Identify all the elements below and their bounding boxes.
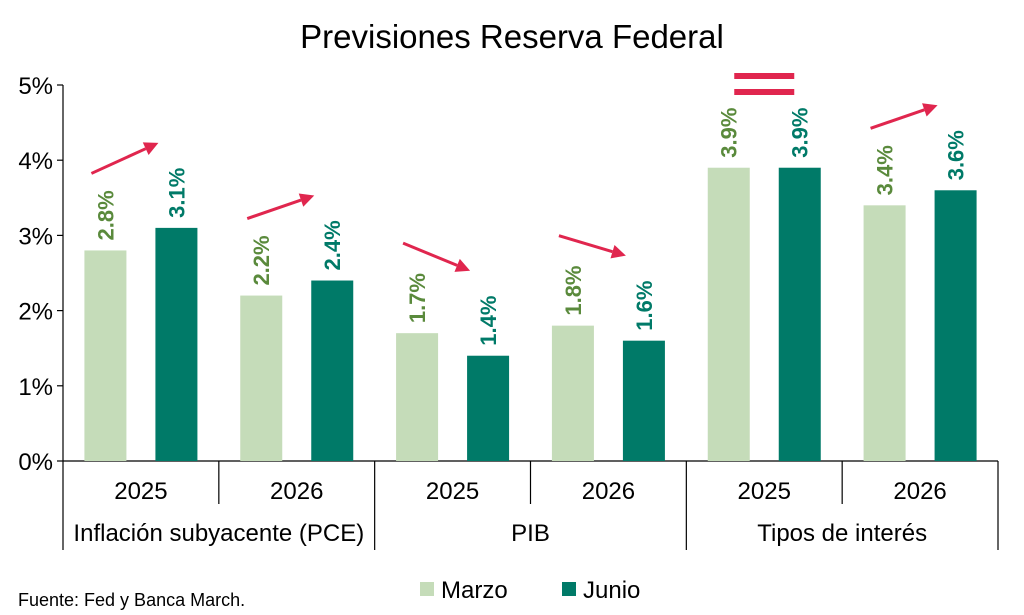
- bar-marzo: [396, 333, 439, 461]
- arrow-head-icon: [922, 103, 938, 117]
- data-label: 2.2%: [249, 235, 274, 285]
- trend-down-arrow-icon: [402, 241, 458, 267]
- source-note: Fuente: Fed y Banca March.: [18, 590, 245, 610]
- arrow-head-icon: [142, 142, 159, 156]
- bar-junio: [778, 167, 821, 461]
- data-label: 1.7%: [405, 273, 430, 323]
- axes: 0% 1% 2% 3% 4% 5% 2025 2026 2025 2026 2025 2026 Infl…: [18, 73, 999, 550]
- legend-label: Marzo: [441, 577, 508, 604]
- data-label: 3.4%: [873, 145, 898, 195]
- equal-sign-icon: [734, 89, 795, 95]
- arrow-head-icon: [610, 244, 626, 259]
- y-tick-label: 5%: [18, 73, 53, 100]
- data-labels: 2.8% 3.1% 2.2% 2.4% 1.7% 1.4% 1.8% 1.6% 3.9% 3.9%…: [93, 108, 968, 346]
- x-tick-label: 2026: [270, 478, 323, 505]
- bar-junio: [311, 280, 354, 461]
- group-label: Tipos de interés: [757, 520, 927, 547]
- bar-junio: [467, 355, 510, 461]
- group-label: PIB: [511, 520, 550, 547]
- group-label: Inflación subyacente (PCE): [73, 520, 364, 547]
- data-label: 3.6%: [944, 130, 969, 180]
- bar-marzo: [863, 205, 906, 461]
- data-label: 1.4%: [476, 296, 501, 346]
- trend-up-arrow-icon: [90, 147, 147, 175]
- bar-marzo: [551, 325, 594, 461]
- equal-sign-icon: [734, 73, 795, 79]
- x-tick-label: 2025: [426, 478, 479, 505]
- y-tick-label: 2%: [18, 299, 53, 326]
- bar-junio: [934, 190, 977, 461]
- bar-marzo: [240, 295, 283, 461]
- y-tick-label: 0%: [18, 449, 53, 476]
- legend-swatch: [420, 582, 434, 596]
- legend-swatch: [562, 582, 576, 596]
- arrow-head-icon: [298, 193, 315, 207]
- x-tick-label: 2026: [582, 478, 635, 505]
- data-label: 2.8%: [93, 190, 118, 240]
- x-tick-label: 2025: [738, 478, 791, 505]
- data-label: 1.8%: [561, 265, 586, 315]
- annotations: [90, 73, 938, 272]
- chart-title: Previsiones Reserva Federal: [300, 18, 724, 55]
- x-tick-label: 2026: [893, 478, 946, 505]
- arrow-head-icon: [454, 258, 471, 272]
- trend-down-arrow-icon: [558, 234, 613, 254]
- bar-junio: [622, 340, 665, 461]
- bar-marzo: [84, 250, 127, 461]
- legend: Marzo Junio: [420, 577, 640, 604]
- y-tick-label: 1%: [18, 374, 53, 401]
- trend-up-arrow-icon: [870, 108, 925, 130]
- data-label: 3.9%: [717, 108, 742, 158]
- y-tick-label: 4%: [18, 148, 53, 175]
- y-tick-label: 3%: [18, 223, 53, 250]
- data-label: 3.1%: [164, 168, 189, 218]
- data-label: 2.4%: [320, 220, 345, 270]
- bars: [84, 167, 977, 461]
- data-label: 1.6%: [632, 281, 657, 331]
- trend-up-arrow-icon: [246, 198, 302, 220]
- x-tick-label: 2025: [114, 478, 167, 505]
- bar-marzo: [707, 167, 750, 461]
- data-label: 3.9%: [788, 108, 813, 158]
- bar-junio: [155, 227, 198, 461]
- legend-label: Junio: [583, 577, 640, 604]
